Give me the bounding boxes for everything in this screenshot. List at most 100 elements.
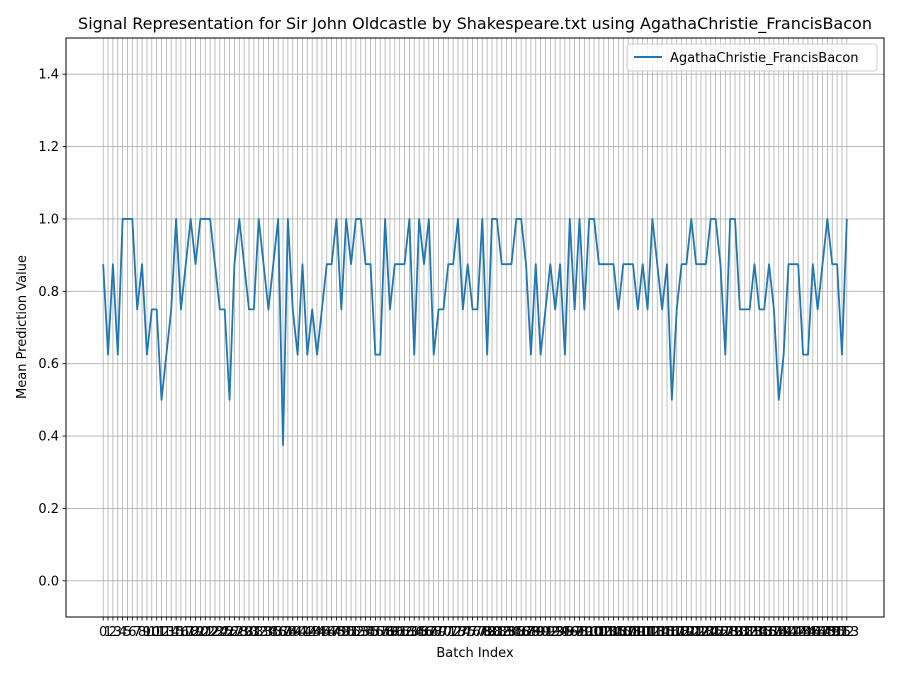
- x-tick-label: 61: [391, 625, 408, 640]
- data-point: [695, 263, 697, 265]
- data-point: [802, 354, 804, 356]
- data-point: [209, 218, 211, 220]
- x-tick-label: 135: [747, 625, 772, 640]
- data-point: [739, 308, 741, 310]
- data-point: [792, 263, 794, 265]
- x-tick-label: 134: [742, 625, 767, 640]
- x-tick-label: 105: [601, 625, 626, 640]
- x-tick-label: 27: [226, 625, 243, 640]
- y-tick-label: 1.2: [38, 140, 59, 155]
- x-tick-label: 53: [353, 625, 370, 640]
- x-tick-label: 98: [571, 625, 588, 640]
- data-point: [768, 263, 770, 265]
- x-tick-label: 76: [464, 625, 481, 640]
- x-tick-label: 30: [241, 625, 258, 640]
- x-tick-label: 2: [109, 625, 117, 640]
- x-tick-label: 41: [294, 625, 311, 640]
- x-tick-label: 94: [552, 625, 569, 640]
- x-tick-label: 70: [435, 625, 452, 640]
- x-tick-label: 45: [314, 625, 331, 640]
- data-point: [501, 263, 503, 265]
- y-tick-label: 1.0: [38, 212, 59, 227]
- data-point: [676, 308, 678, 310]
- x-tick-label: 31: [246, 625, 263, 640]
- data-point: [272, 263, 274, 265]
- x-tick-label: 88: [523, 625, 540, 640]
- x-tick-label: 26: [221, 625, 238, 640]
- data-point: [763, 308, 765, 310]
- y-tick-label: 0.0: [38, 574, 59, 589]
- data-point: [797, 263, 799, 265]
- x-tick-label: 86: [513, 625, 530, 640]
- data-point: [360, 218, 362, 220]
- x-tick-label: 15: [168, 625, 185, 640]
- x-tick-label: 12: [153, 625, 170, 640]
- x-tick-label: 33: [255, 625, 272, 640]
- x-tick-label: 93: [547, 625, 564, 640]
- x-tick-label: 108: [616, 625, 641, 640]
- data-point: [107, 354, 109, 356]
- data-point: [544, 308, 546, 310]
- y-tick-label: 0.8: [38, 285, 59, 300]
- data-point: [627, 263, 629, 265]
- x-tick-label: 75: [459, 625, 476, 640]
- data-point: [438, 308, 440, 310]
- x-tick-label: 140: [771, 625, 796, 640]
- x-tick-label: 18: [182, 625, 199, 640]
- data-point: [666, 263, 668, 265]
- data-point: [185, 263, 187, 265]
- data-point: [729, 218, 731, 220]
- data-point: [404, 263, 406, 265]
- data-point: [647, 308, 649, 310]
- x-tick-label: 110: [625, 625, 650, 640]
- data-point: [467, 263, 469, 265]
- data-point: [263, 263, 265, 265]
- data-point: [277, 218, 279, 220]
- x-tick-label: 29: [236, 625, 253, 640]
- data-point: [554, 308, 556, 310]
- x-tick-label: 65: [411, 625, 428, 640]
- data-point: [389, 308, 391, 310]
- data-point: [574, 308, 576, 310]
- x-tick-label: 1: [104, 625, 112, 640]
- x-tick-label: 117: [659, 625, 684, 640]
- data-point: [681, 263, 683, 265]
- x-tick-label: 151: [825, 625, 850, 640]
- data-point: [822, 263, 824, 265]
- data-point: [783, 354, 785, 356]
- data-point: [112, 263, 114, 265]
- data-point: [807, 354, 809, 356]
- data-point: [399, 263, 401, 265]
- data-point: [773, 308, 775, 310]
- x-tick-label: 153: [834, 625, 859, 640]
- data-point: [214, 263, 216, 265]
- grid-lines: [66, 38, 884, 617]
- x-tick-label: 63: [401, 625, 418, 640]
- data-point: [578, 218, 580, 220]
- x-tick-label: 23: [207, 625, 224, 640]
- x-tick-label: 122: [684, 625, 709, 640]
- data-point: [457, 218, 459, 220]
- data-point: [715, 218, 717, 220]
- x-tick-label: 145: [796, 625, 821, 640]
- x-tick-label: 13: [158, 625, 175, 640]
- data-point: [841, 354, 843, 356]
- x-tick-label: 68: [425, 625, 442, 640]
- x-tick-label: 17: [178, 625, 195, 640]
- data-point: [749, 308, 751, 310]
- x-tick-label: 102: [587, 625, 612, 640]
- x-tick-label: 72: [445, 625, 462, 640]
- x-tick-label: 22: [202, 625, 219, 640]
- data-point: [515, 218, 517, 220]
- x-tick-label: 133: [737, 625, 762, 640]
- x-tick-label: 131: [727, 625, 752, 640]
- data-point: [190, 218, 192, 220]
- x-tick-label: 39: [284, 625, 301, 640]
- x-tick-label: 34: [260, 625, 277, 640]
- x-tick-label: 136: [752, 625, 777, 640]
- x-tick-label: 138: [761, 625, 786, 640]
- legend-box: [626, 43, 878, 72]
- data-point: [583, 308, 585, 310]
- data-point: [632, 263, 634, 265]
